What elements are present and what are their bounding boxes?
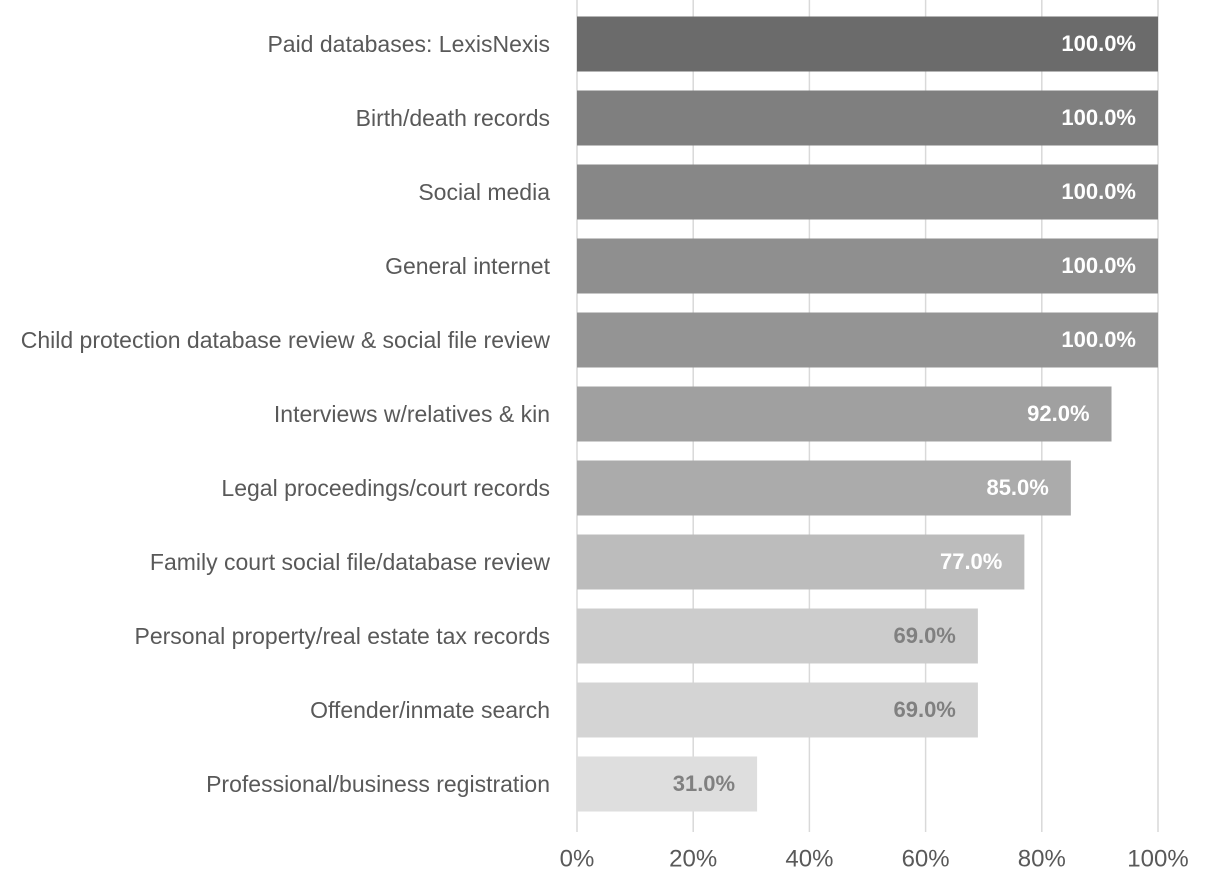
category-text: Birth/death records (355, 105, 550, 131)
value-label: 100.0% (1061, 179, 1136, 204)
value-label: 100.0% (1061, 253, 1136, 278)
x-tick-label: 100% (1127, 845, 1188, 872)
category-label: Social media (0, 157, 550, 227)
category-label: Interviews w/relatives & kin (0, 379, 550, 449)
bar (577, 460, 1071, 516)
value-label: 69.0% (893, 623, 955, 648)
category-text: Legal proceedings/court records (221, 475, 550, 501)
category-label: Birth/death records (0, 83, 550, 153)
category-text: Family court social file/database review (149, 549, 550, 575)
bar (577, 90, 1158, 146)
bar (577, 386, 1112, 442)
category-label: General internet (0, 231, 550, 301)
category-text: Professional/business registration (206, 771, 550, 797)
value-label: 100.0% (1061, 327, 1136, 352)
bar (577, 238, 1158, 294)
bar (577, 682, 978, 738)
value-label: 92.0% (1027, 401, 1089, 426)
bar (577, 756, 758, 812)
category-text: Offender/inmate search (310, 697, 550, 723)
value-label: 85.0% (986, 475, 1048, 500)
value-label: 69.0% (893, 697, 955, 722)
x-tick-label: 80% (1018, 845, 1066, 872)
value-label: 100.0% (1061, 31, 1136, 56)
x-tick-label: 60% (902, 845, 950, 872)
category-label: Paid databases: LexisNexis (0, 9, 550, 79)
value-label: 31.0% (673, 771, 735, 796)
bar (577, 164, 1158, 220)
bar (577, 16, 1158, 72)
category-text: Interviews w/relatives & kin (273, 401, 550, 427)
x-tick-label: 20% (669, 845, 717, 872)
bar (577, 608, 978, 664)
value-label: 100.0% (1061, 105, 1136, 130)
category-text: Personal property/real estate tax record… (134, 623, 550, 649)
category-label: Legal proceedings/court records (0, 453, 550, 523)
category-text: Paid databases: LexisNexis (267, 31, 550, 57)
category-label: Personal property/real estate tax record… (0, 601, 550, 671)
category-text: Social media (418, 179, 550, 205)
category-label: Child protection database review & socia… (0, 305, 550, 375)
value-label: 77.0% (940, 549, 1002, 574)
x-tick-label: 40% (785, 845, 833, 872)
category-label: Family court social file/database review (0, 527, 550, 597)
bar (577, 312, 1158, 368)
category-label: Offender/inmate search (0, 675, 550, 745)
category-text: Child protection database review & socia… (20, 327, 550, 353)
x-tick-label: 0% (560, 845, 595, 872)
category-text: General internet (385, 253, 550, 279)
bar (577, 534, 1025, 590)
category-label: Professional/business registration (0, 749, 550, 819)
